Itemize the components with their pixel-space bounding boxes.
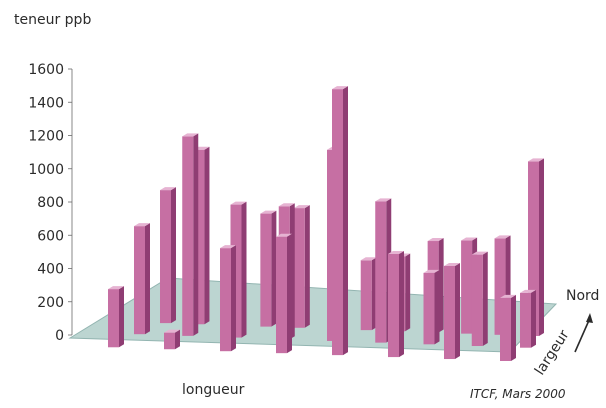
bar: [164, 332, 175, 350]
bar-top: [160, 187, 176, 191]
y-axis-tick-label: 400: [37, 262, 64, 278]
bar-side: [145, 223, 150, 335]
bar-side: [171, 187, 176, 324]
bar-side: [204, 146, 210, 325]
bar-top: [360, 257, 377, 261]
bar: [332, 89, 343, 356]
bar-top: [461, 237, 478, 241]
bar-side: [399, 251, 404, 358]
bar-side: [343, 86, 348, 356]
bar-side: [539, 158, 544, 336]
bar-top: [260, 210, 277, 214]
y-axis-tick-label: 600: [37, 228, 64, 244]
bar-side: [231, 245, 236, 352]
bar-side: [271, 210, 277, 327]
bar-side: [438, 238, 444, 333]
bar-top: [182, 133, 199, 137]
bar: [520, 292, 531, 348]
bar: [193, 149, 205, 325]
bar: [500, 297, 511, 361]
bar-side: [241, 201, 247, 338]
north-arrow-icon: [574, 317, 591, 353]
bar-top: [444, 262, 460, 266]
bar-top: [423, 269, 440, 273]
bar: [528, 161, 539, 336]
bar: [423, 272, 435, 345]
bar-top: [520, 289, 536, 293]
bar-side: [304, 205, 310, 328]
bar-top: [276, 233, 292, 237]
bar-side: [193, 133, 199, 336]
bar-side: [455, 262, 460, 360]
y-axis-tick-label: 800: [37, 195, 64, 211]
bar-top: [293, 205, 310, 209]
bar-top: [427, 238, 444, 242]
bar-top: [134, 223, 150, 227]
y-axis-tick-label: 200: [37, 295, 64, 311]
bar: [260, 213, 272, 327]
north-label: Nord: [566, 288, 599, 304]
bar-top: [471, 251, 488, 255]
bar-top: [220, 245, 236, 249]
bar: [182, 136, 194, 336]
bar-top: [494, 235, 511, 239]
bar-top: [164, 329, 180, 333]
bar-top: [500, 294, 516, 298]
bar-side: [119, 286, 124, 348]
bar: [471, 254, 483, 347]
bar-top: [528, 158, 544, 162]
bar-side: [482, 251, 488, 347]
bar: [220, 248, 231, 352]
bar-top: [332, 86, 348, 90]
source-note: ITCF, Mars 2000: [470, 387, 566, 401]
bar: [160, 190, 171, 324]
x-axis-title: longueur: [182, 382, 245, 398]
bar-side: [405, 253, 411, 332]
bar: [444, 265, 455, 360]
bar: [494, 238, 506, 335]
y-axis-title: teneur ppb: [14, 12, 91, 28]
bar: [360, 260, 372, 331]
bar: [388, 254, 399, 358]
y-axis-tick-label: 1200: [28, 129, 64, 145]
y-axis-tick-label: 1000: [28, 162, 64, 178]
bar: [108, 289, 119, 348]
bars-group: [108, 86, 544, 361]
bar: [375, 201, 387, 343]
bar-top: [278, 203, 295, 207]
north-arrow-head-icon: [586, 313, 593, 323]
y-axis-ticks: 0 200 400 600 800 1000 1200 1400 1600: [28, 62, 72, 344]
bar-side: [434, 269, 440, 345]
bar-side: [175, 329, 180, 350]
bar: [293, 208, 305, 328]
bar-top: [230, 201, 247, 205]
bar: [134, 226, 145, 335]
y-axis-tick-label: 0: [55, 328, 64, 344]
y-axis-tick-label: 1600: [28, 62, 64, 78]
y-axis-tick-label: 1400: [28, 95, 64, 111]
bar-side: [531, 289, 536, 348]
bar-side: [287, 233, 292, 354]
bar-top: [108, 286, 124, 290]
bar: [461, 240, 473, 334]
bar-top: [375, 198, 392, 202]
bar-side: [511, 294, 516, 361]
bar-top: [388, 251, 404, 255]
bar: [276, 236, 287, 354]
